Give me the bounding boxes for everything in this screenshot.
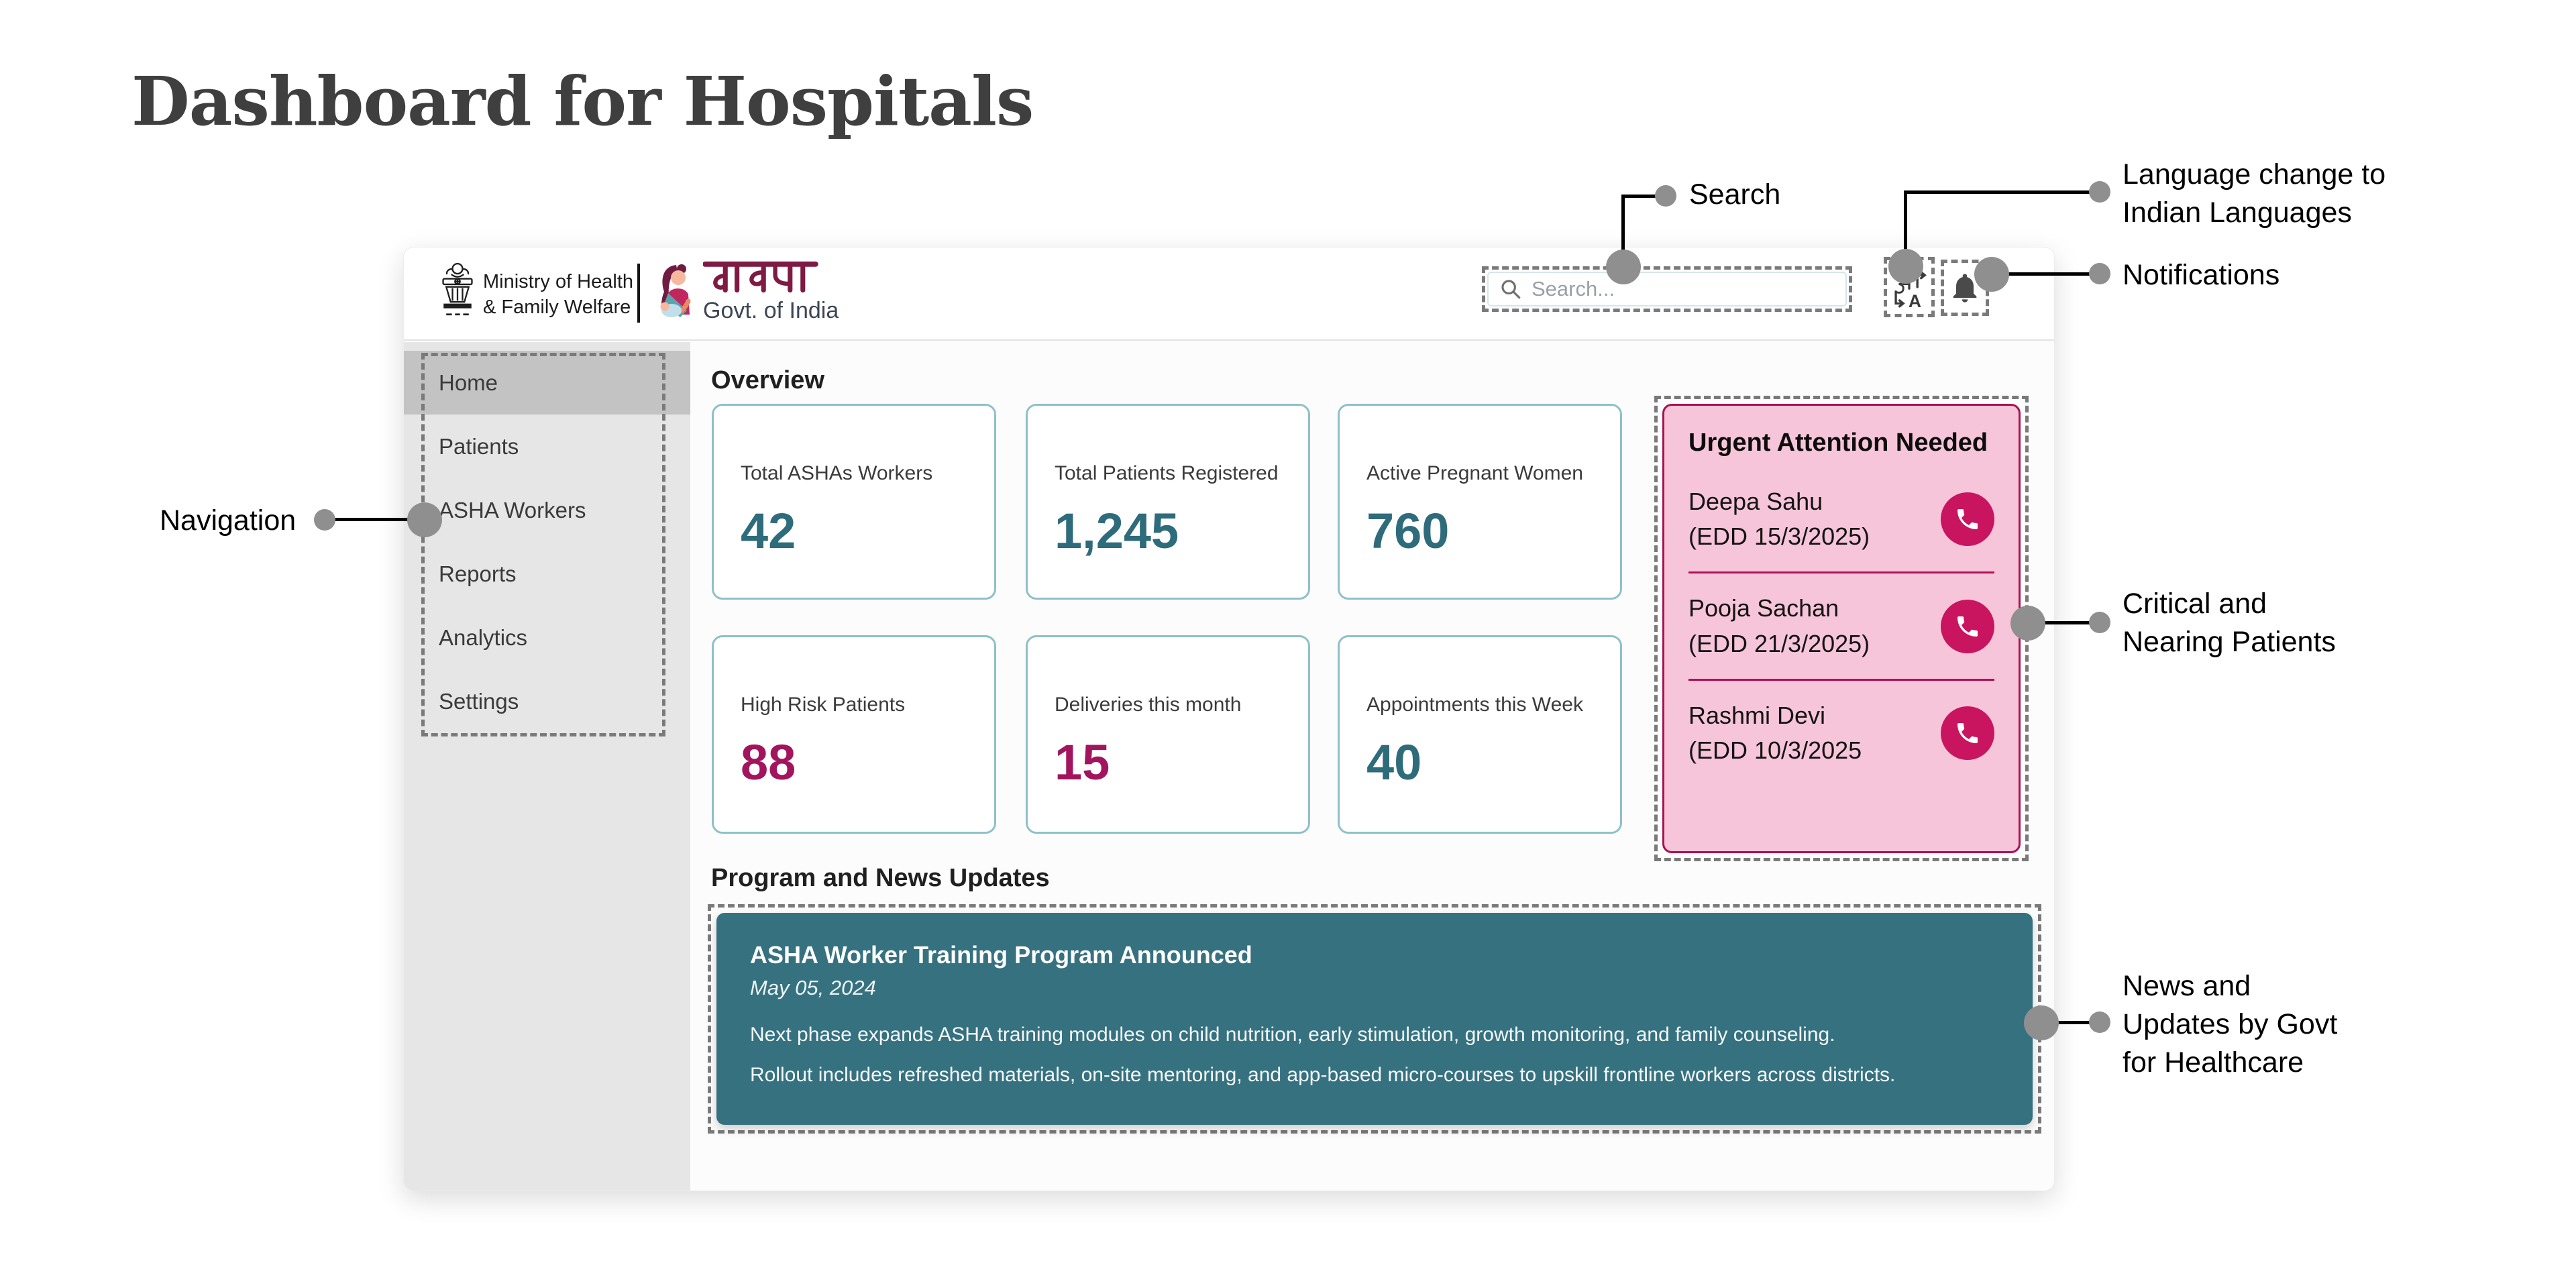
urgent-annotation-box: Urgent Attention Needed Deepa Sahu (EDD … (1654, 396, 2029, 861)
language-callout-label: Language change to Indian Languages (2123, 158, 2386, 229)
callout-dot (2089, 263, 2110, 284)
app-header: Ministry of Health & Family Welfare (404, 248, 2054, 341)
search-input-box[interactable] (1487, 272, 1847, 307)
callout-dot (1655, 185, 1676, 207)
stat-value: 42 (741, 503, 796, 559)
callout-line (1992, 272, 2093, 276)
sidebar-item-patients[interactable]: Patients (439, 434, 519, 459)
sidebar-item-home[interactable]: Home (404, 351, 690, 415)
call-patient-button[interactable] (1941, 599, 1994, 653)
stat-label: High Risk Patients (741, 694, 906, 716)
search-callout-label: Search (1689, 178, 1781, 211)
stat-card-active-pregnant-women: Active Pregnant Women 760 (1338, 404, 1622, 600)
search-icon (1501, 280, 1521, 299)
urgent-panel-title: Urgent Attention Needed (1688, 429, 1988, 457)
stat-value: 760 (1366, 503, 1450, 559)
sidebar-item-reports[interactable]: Reports (439, 561, 517, 586)
stat-value: 15 (1055, 734, 1110, 790)
main-content: Overview Total ASHAs Workers 42 Total Pa… (690, 342, 2054, 1191)
phone-icon (1957, 616, 1978, 637)
patient-name: Deepa Sahu (1688, 488, 1823, 515)
stat-label: Appointments this Week (1366, 694, 1583, 716)
translate-devanagari-latin-icon: A (1891, 269, 1927, 308)
patient-name: Pooja Sachan (1688, 594, 1839, 622)
overview-heading: Overview (711, 366, 824, 394)
search-annotation-box (1482, 266, 1852, 312)
callout-dot (2089, 612, 2110, 633)
callout-line (1621, 195, 1666, 198)
patient-name: Rashmi Devi (1688, 701, 1826, 729)
brand-subtitle: Govt. of India (703, 298, 839, 323)
news-paragraph: Next phase expands ASHA training modules… (750, 1024, 1835, 1046)
news-paragraph: Rollout includes refreshed materials, on… (750, 1064, 1896, 1086)
callout-dot (1606, 250, 1641, 284)
callout-dot (2010, 606, 2045, 641)
stat-value: 88 (741, 734, 796, 790)
navigation-callout-label: Navigation (160, 504, 297, 537)
callout-dot (314, 509, 335, 531)
brand-block: Govt. of India (702, 260, 839, 324)
urgent-patient-row: Pooja Sachan (EDD 21/3/2025) (1688, 591, 1994, 661)
search-input[interactable] (1532, 277, 1835, 301)
callout-line (2041, 1021, 2093, 1024)
ministry-name: Ministry of Health & Family Welfare (483, 271, 634, 319)
stat-value: 40 (1366, 734, 1422, 790)
callout-dot (2024, 1005, 2059, 1040)
callout-dot (2089, 181, 2110, 203)
stat-card-high-risk-patients: High Risk Patients 88 (712, 635, 996, 834)
brand-name-palna (702, 261, 818, 293)
page-title: Dashboard for Hospitals (131, 62, 1034, 141)
callout-dot (2089, 1011, 2110, 1033)
dashboard-panel: Ministry of Health & Family Welfare (403, 247, 2055, 1191)
nav-items: Home Patients ASHA Workers Reports Analy… (404, 351, 690, 733)
stat-card-appointments-this-week: Appointments this Week 40 (1338, 635, 1622, 834)
stat-label: Total Patients Registered (1055, 462, 1279, 484)
sidebar-item-settings[interactable]: Settings (439, 689, 519, 714)
callout-line (326, 518, 425, 521)
mother-and-child-icon (660, 264, 691, 317)
header-divider (637, 264, 640, 323)
callout-dot (407, 502, 442, 537)
stat-card-total-asha-workers: Total ASHAs Workers 42 (712, 404, 996, 600)
sidebar-item-asha-workers[interactable]: ASHA Workers (439, 498, 586, 523)
sidebar-item-analytics[interactable]: Analytics (439, 625, 528, 650)
phone-icon (1957, 509, 1978, 530)
news-title: ASHA Worker Training Program Announced (750, 941, 1252, 969)
news-date: May 05, 2024 (750, 976, 876, 999)
callout-line (1904, 192, 1907, 266)
india-state-emblem-icon (442, 262, 473, 316)
news-callout-label: News and Updates by Govt for Healthcare (2123, 970, 2338, 1079)
stat-card-total-patients: Total Patients Registered 1,245 (1026, 404, 1310, 600)
news-annotation-box: ASHA Worker Training Program Announced M… (708, 904, 2041, 1134)
callout-line (2028, 621, 2093, 624)
stat-value: 1,245 (1055, 503, 1179, 559)
urgent-patient-row: Deepa Sahu (EDD 15/3/2025) (1688, 484, 1994, 554)
call-patient-button[interactable] (1941, 706, 1994, 760)
stat-label: Deliveries this month (1055, 694, 1242, 716)
stat-label: Active Pregnant Women (1366, 462, 1583, 484)
patient-edd: (EDD 21/3/2025) (1688, 629, 1870, 657)
bell-icon (1953, 274, 1977, 303)
call-patient-button[interactable] (1941, 492, 1994, 547)
svg-text:A: A (1909, 291, 1921, 308)
callout-line (1621, 196, 1625, 267)
urgent-attention-panel: Urgent Attention Needed Deepa Sahu (EDD … (1662, 404, 2021, 853)
stat-label: Total ASHAs Workers (741, 462, 933, 484)
sidebar: Home Patients ASHA Workers Reports Analy… (404, 342, 690, 1191)
callout-dot (1974, 257, 2009, 292)
news-heading: Program and News Updates (711, 864, 1050, 892)
divider (1688, 571, 1994, 574)
critical-patients-callout-label: Critical and Nearing Patients (2123, 588, 2336, 658)
notifications-callout-label: Notifications (2123, 259, 2280, 291)
callout-line (1904, 190, 2093, 194)
stat-card-deliveries-this-month: Deliveries this month 15 (1026, 635, 1310, 834)
patient-edd: (EDD 15/3/2025) (1688, 523, 1870, 551)
news-card[interactable]: ASHA Worker Training Program Announced M… (716, 913, 2033, 1125)
divider (1688, 678, 1994, 681)
phone-icon (1957, 722, 1978, 743)
callout-dot (1888, 249, 1923, 284)
patient-edd: (EDD 10/3/2025 (1688, 736, 1862, 764)
urgent-patient-row: Rashmi Devi (EDD 10/3/2025 (1688, 698, 1994, 768)
